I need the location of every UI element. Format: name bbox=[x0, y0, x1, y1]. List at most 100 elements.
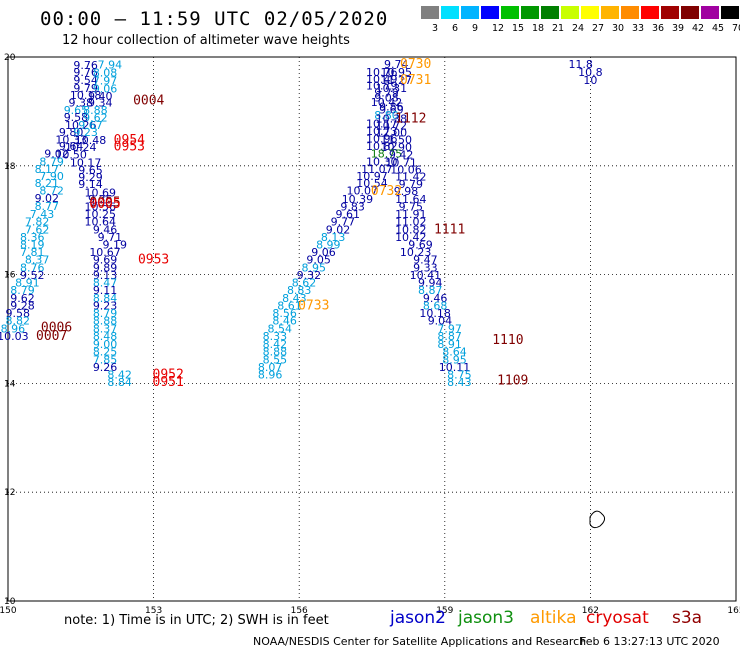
wave-height-value: 10.38 bbox=[376, 112, 408, 125]
wave-height-value: 8.99 bbox=[316, 238, 341, 251]
pass-time-label: 0732 bbox=[371, 184, 402, 199]
pass-time-label: 0730 bbox=[400, 57, 431, 72]
scale-swatch bbox=[441, 6, 459, 19]
scale-label: 42 bbox=[692, 23, 705, 34]
wave-height-value: 9.62 bbox=[83, 112, 108, 125]
wave-height-value: 9.77 bbox=[331, 216, 356, 229]
wave-height-value: 8.68 bbox=[423, 299, 448, 312]
scale-swatch bbox=[581, 6, 599, 19]
scale-label: 70 bbox=[732, 23, 740, 34]
generation-timestamp: Feb 6 13:27:13 UTC 2020 bbox=[580, 635, 720, 648]
wave-height-value: 10.17 bbox=[70, 156, 102, 169]
wave-height-value: 8.36 bbox=[20, 231, 45, 244]
wave-height-value: 8.43 bbox=[282, 292, 307, 305]
scale-label: 18 bbox=[532, 23, 545, 34]
wave-height-value: 9.06 bbox=[311, 246, 336, 259]
wave-height-value: 10 bbox=[583, 74, 597, 87]
wave-height-value: 8.64 bbox=[442, 346, 467, 359]
wave-height-value: 9.76 bbox=[73, 59, 98, 72]
wave-height-value: 8.48 bbox=[93, 330, 118, 343]
wave-height-value: 11.42 bbox=[395, 170, 427, 183]
wave-height-value: 8.87 bbox=[437, 330, 462, 343]
wave-height-value: 8.96 bbox=[1, 322, 26, 335]
plot-frame bbox=[7, 56, 737, 602]
wave-height-value: 10.03 bbox=[0, 330, 29, 343]
scale-swatch bbox=[561, 6, 579, 19]
y-tick-label: 12 bbox=[4, 488, 15, 498]
pass-time-label: 1109 bbox=[497, 373, 528, 388]
scale-label: 15 bbox=[512, 23, 525, 34]
scale-label: 39 bbox=[672, 23, 685, 34]
wave-height-value: 9.26 bbox=[93, 361, 118, 374]
wave-height-value: 9.08 bbox=[374, 92, 399, 105]
wave-height-value: 8.54 bbox=[268, 322, 293, 335]
wave-height-value: 10.41 bbox=[410, 269, 442, 282]
wave-height-value: 11.64 bbox=[395, 193, 427, 206]
wave-height-value: 10.24 bbox=[65, 141, 97, 154]
wave-height-value: 7.82 bbox=[25, 216, 50, 229]
wave-height-value: 8.96 bbox=[258, 369, 283, 382]
x-tick-label: 153 bbox=[145, 606, 162, 616]
wave-height-value: 8.95 bbox=[442, 353, 467, 366]
wave-height-value: 8.77 bbox=[35, 200, 60, 213]
wave-height-value: 10.11 bbox=[439, 361, 471, 374]
wave-height-value: 10.76 bbox=[366, 66, 398, 79]
wave-height-value: 9.69 bbox=[93, 254, 118, 267]
wave-height-value: 11.02 bbox=[395, 216, 427, 229]
wave-height-value: 9.76 bbox=[73, 66, 98, 79]
y-tick-label: 16 bbox=[4, 271, 16, 281]
pass-time-label: 0952 bbox=[153, 368, 184, 383]
wave-height-value: 9.06 bbox=[93, 82, 118, 95]
scale-swatch bbox=[601, 6, 619, 19]
scale-swatch bbox=[461, 6, 479, 19]
wave-height-value: 9.89 bbox=[93, 261, 118, 274]
wave-height-value: 9.69 bbox=[379, 104, 404, 117]
scale-swatch bbox=[541, 6, 559, 19]
wave-height-value: 10.71 bbox=[385, 156, 417, 169]
scale-label: 27 bbox=[592, 23, 605, 34]
wave-height-value: 10.82 bbox=[366, 140, 398, 153]
wave-height-value: 9.11 bbox=[93, 284, 118, 297]
wave-height-value: 11.07 bbox=[361, 163, 393, 176]
wave-height-value: 9.14 bbox=[78, 178, 103, 191]
wave-height-value: 8.19 bbox=[20, 238, 45, 251]
wave-height-value: 8.46 bbox=[272, 315, 297, 328]
pass-time-label: 0004 bbox=[133, 93, 164, 108]
wave-height-value: 9.23 bbox=[73, 126, 98, 139]
wave-height-value: 10.18 bbox=[419, 307, 451, 320]
scale-label: 24 bbox=[572, 23, 585, 34]
wave-height-value: 10.50 bbox=[55, 149, 87, 162]
wave-height-value: 9.05 bbox=[306, 254, 331, 267]
scale-label: 30 bbox=[612, 23, 625, 34]
scale-swatch bbox=[481, 6, 499, 19]
wave-height-value: 8.88 bbox=[93, 315, 118, 328]
scale-swatch bbox=[521, 6, 539, 19]
wave-height-value: 7.62 bbox=[25, 223, 50, 236]
wave-height-value: 7.81 bbox=[20, 246, 45, 259]
x-tick-label: 156 bbox=[291, 606, 308, 616]
wave-height-value: 9.98 bbox=[394, 185, 419, 198]
pass-time-label: 0007 bbox=[36, 329, 67, 344]
wave-height-value: 8.83 bbox=[287, 284, 312, 297]
wave-height-value: 9.54 bbox=[73, 74, 98, 87]
wave-height-value: 8.84 bbox=[93, 292, 118, 305]
scale-label: 45 bbox=[712, 23, 725, 34]
wave-height-value: 8.84 bbox=[107, 376, 132, 389]
pass-time-label: 1111 bbox=[434, 222, 465, 237]
pass-time-label: 1110 bbox=[492, 333, 523, 348]
wave-height-value: 8.91 bbox=[15, 277, 40, 290]
wave-height-value: 8.47 bbox=[93, 277, 118, 290]
wave-height-value: 10.67 bbox=[89, 246, 121, 259]
pass-time-label: 1112 bbox=[395, 111, 426, 126]
wave-height-value: 11.8 bbox=[568, 58, 593, 71]
wave-height-value: 10.39 bbox=[342, 193, 374, 206]
wave-height-value: 9.79 bbox=[374, 87, 399, 100]
wave-height-value: 10.73 bbox=[366, 125, 398, 138]
pass-time-label: 0731 bbox=[400, 73, 431, 88]
scale-swatch bbox=[621, 6, 639, 19]
wave-height-value: 8.87 bbox=[418, 284, 443, 297]
wave-height-value: 9.58 bbox=[64, 111, 89, 124]
pass-time-label: 0005 bbox=[89, 197, 120, 212]
